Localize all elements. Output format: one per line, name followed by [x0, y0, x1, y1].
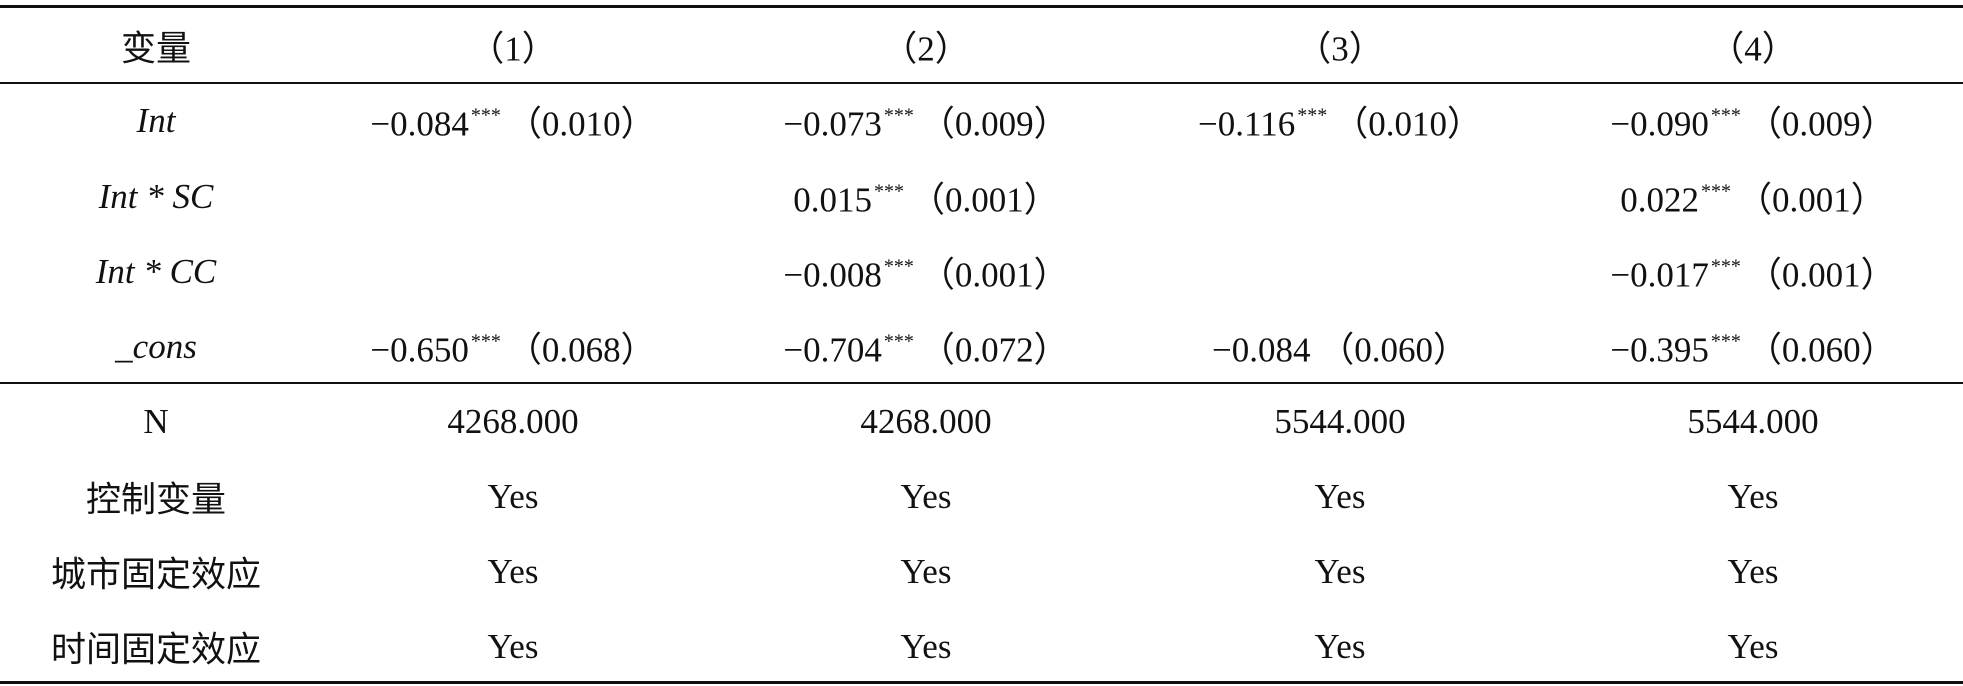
row-label: _cons [115, 327, 197, 366]
coefficient: −0.650 [370, 330, 469, 370]
stat-cell: Yes [1314, 477, 1366, 516]
coefficient: 0.015 [793, 180, 872, 220]
row-label: Int [136, 101, 176, 140]
standard-error: （0.068） [506, 330, 656, 370]
top-rule [0, 5, 1963, 8]
standard-error: （0.009） [1746, 104, 1896, 144]
significance-stars: *** [883, 330, 914, 353]
coefficient: −0.704 [783, 330, 882, 370]
estimate-cell: 0.022 *** （0.001） [1620, 172, 1886, 223]
coefficient: −0.090 [1610, 104, 1709, 144]
significance-stars: *** [1710, 255, 1741, 278]
stat-cell: Yes [487, 477, 539, 516]
stat-cell: Yes [1727, 477, 1779, 516]
estimate-cell: −0.116 *** （0.010） [1198, 96, 1482, 147]
row-label: 城市固定效应 [50, 555, 262, 595]
section-rule [0, 382, 1963, 384]
estimate-cell: −0.704 *** （0.072） [783, 322, 1068, 373]
stat-cell: Yes [487, 627, 539, 666]
estimate-cell: −0.084 *** （0.010） [370, 96, 655, 147]
header-cell: （3） [1296, 29, 1384, 69]
standard-error: （0.001） [909, 180, 1059, 220]
stat-cell: Yes [900, 627, 952, 666]
estimate-cell: −0.073 *** （0.009） [783, 96, 1068, 147]
significance-stars: *** [883, 104, 914, 127]
standard-error: （0.001） [1736, 180, 1886, 220]
coefficient: −0.008 [783, 255, 882, 295]
significance-stars: *** [1710, 104, 1741, 127]
coefficient: −0.084 [370, 104, 469, 144]
significance-stars: *** [873, 180, 904, 203]
coefficient: −0.116 [1198, 104, 1296, 144]
estimate-cell: −0.650 *** （0.068） [370, 322, 655, 373]
stat-cell: 5544.000 [1687, 402, 1819, 441]
row-label: Int * CC [95, 252, 217, 291]
header-cell: （2） [882, 29, 970, 69]
row-label: N [143, 402, 169, 441]
standard-error: （0.001） [919, 255, 1069, 295]
significance-stars: *** [470, 104, 501, 127]
estimate-cell: −0.017 *** （0.001） [1610, 247, 1895, 298]
significance-stars: *** [1700, 180, 1731, 203]
header-cell: 变量 [120, 29, 192, 69]
header-cell: （4） [1709, 29, 1797, 69]
estimate-cell: −0.084 （0.060） [1212, 322, 1468, 373]
stat-cell: Yes [1727, 552, 1779, 591]
header-rule [0, 82, 1963, 84]
estimate-cell: −0.090 *** （0.009） [1610, 96, 1895, 147]
standard-error: （0.060） [1746, 330, 1896, 370]
coefficient: −0.395 [1610, 330, 1709, 370]
row-label: 时间固定效应 [50, 630, 262, 670]
significance-stars: *** [1710, 330, 1741, 353]
significance-stars: *** [1297, 104, 1328, 127]
coefficient: 0.022 [1620, 180, 1699, 220]
coefficient: −0.073 [783, 104, 882, 144]
estimate-cell: −0.008 *** （0.001） [783, 247, 1068, 298]
coefficient: −0.084 [1211, 330, 1311, 370]
row-label: Int * SC [98, 177, 214, 216]
stat-cell: 5544.000 [1274, 402, 1406, 441]
stat-cell: Yes [1727, 627, 1779, 666]
standard-error: （0.060） [1319, 330, 1469, 370]
standard-error: （0.010） [1333, 104, 1482, 144]
stat-cell: Yes [900, 552, 952, 591]
coefficient: −0.017 [1610, 255, 1709, 295]
stat-cell: 4268.000 [447, 402, 579, 441]
header-cell: （1） [469, 29, 557, 69]
standard-error: （0.072） [919, 330, 1069, 370]
row-label: 控制变量 [85, 480, 227, 520]
stat-cell: Yes [1314, 627, 1366, 666]
stat-cell: Yes [900, 477, 952, 516]
estimate-cell: −0.395 *** （0.060） [1610, 322, 1895, 373]
significance-stars: *** [883, 255, 914, 278]
significance-stars: *** [470, 330, 501, 353]
estimate-cell: 0.015 *** （0.001） [793, 172, 1059, 223]
stat-cell: Yes [1314, 552, 1366, 591]
bottom-rule [0, 681, 1963, 684]
standard-error: （0.009） [919, 104, 1069, 144]
standard-error: （0.010） [506, 104, 656, 144]
stat-cell: Yes [487, 552, 539, 591]
stat-cell: 4268.000 [860, 402, 992, 441]
standard-error: （0.001） [1746, 255, 1896, 295]
